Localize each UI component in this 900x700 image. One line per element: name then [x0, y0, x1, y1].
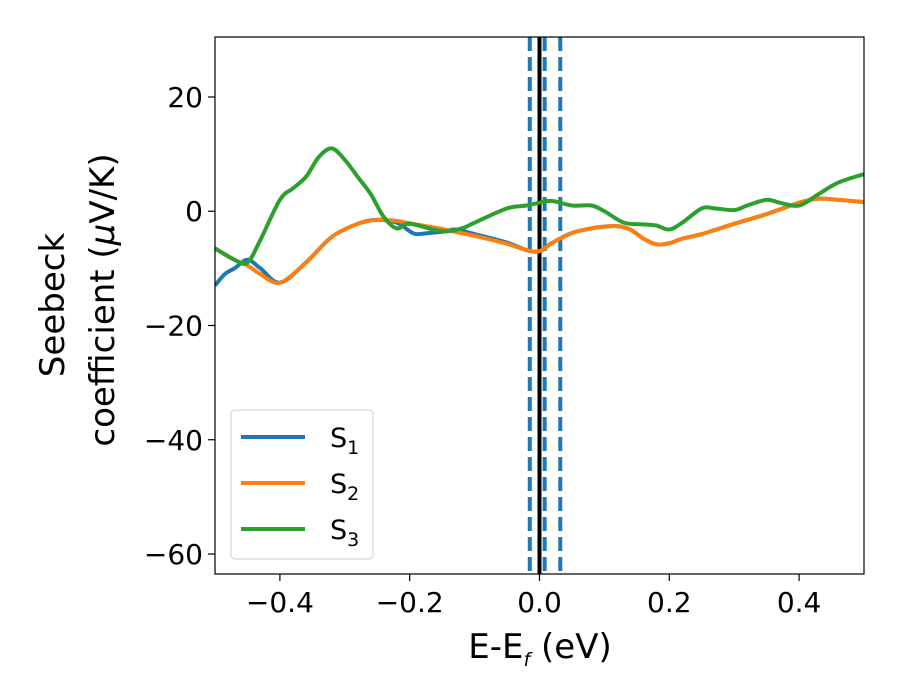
x-axis-ticks: −0.4 −0.2 0.0 0.2 0.4	[246, 574, 821, 619]
y-axis-title-line1: Seebeck	[33, 233, 73, 378]
x-tick-label: 0.2	[647, 586, 692, 619]
x-tick-label: −0.2	[376, 586, 444, 619]
series-line-s2	[215, 196, 864, 285]
legend-item-s1: S1	[241, 423, 359, 459]
x-tick-label: −0.4	[246, 586, 314, 619]
series-lines	[215, 146, 864, 287]
y-tick-label: −60	[144, 538, 203, 571]
series-line-s3	[215, 146, 864, 266]
y-tick-label: 0	[185, 195, 203, 228]
x-tick-label: 0.4	[777, 586, 822, 619]
y-tick-label: −20	[144, 309, 203, 342]
legend-label-s2: S2	[330, 469, 359, 505]
legend: S1 S2 S3	[230, 409, 374, 560]
reference-lines	[527, 37, 563, 574]
legend-label-s3: S3	[330, 515, 359, 551]
x-tick-label: 0.0	[517, 586, 562, 619]
legend-label-s1: S1	[330, 423, 359, 459]
y-axis-ticks: −60 −40 −20 0 20	[144, 81, 215, 571]
y-axis-title: Seebeck coefficient (μV/K)	[33, 153, 123, 446]
y-tick-label: −40	[144, 424, 203, 457]
y-tick-label: 20	[167, 81, 203, 114]
legend-item-s2: S2	[241, 469, 359, 505]
x-axis-title: E-Ef (eV)	[468, 627, 611, 671]
y-axis-title-line2: coefficient (μV/K)	[83, 153, 123, 446]
legend-item-s3: S3	[241, 515, 359, 551]
